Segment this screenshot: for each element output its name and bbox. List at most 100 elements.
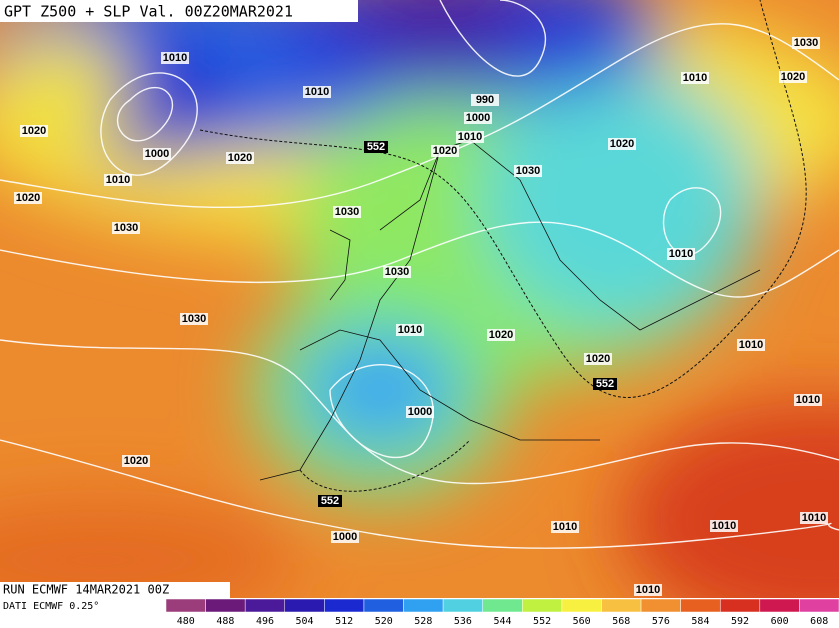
colorbar-tick-label: 592 [731, 616, 749, 627]
isobar-label: 1030 [385, 266, 409, 278]
isobar-label-background [464, 112, 492, 124]
isobar-label-background [456, 131, 484, 143]
isobar-label-background [333, 206, 361, 218]
isobar-label-background [800, 512, 828, 524]
isobar-label-background [112, 222, 140, 234]
isobar-label: 1010 [398, 324, 422, 336]
colorbar-tick-label: 584 [691, 616, 709, 627]
isobar-label: 1030 [794, 37, 818, 49]
contour-label-background [593, 378, 617, 390]
isobar-label-background [710, 520, 738, 532]
colorbar-tick-label: 504 [296, 616, 314, 627]
colorbar-tick-label: 608 [810, 616, 828, 627]
isobar-label-background [161, 52, 189, 64]
colorbar-tick-label: 536 [454, 616, 472, 627]
colorbar-tick-label: 568 [612, 616, 630, 627]
isobar-label-background [514, 165, 542, 177]
colorbar-tick-label: 544 [493, 616, 511, 627]
isobar-label-background [226, 152, 254, 164]
colorbar-swatch [680, 598, 721, 613]
colorbar-swatch [284, 598, 325, 613]
isobar-label-background [551, 521, 579, 533]
contour-label: 552 [367, 141, 385, 153]
isobar-label: 1020 [489, 329, 513, 341]
isobar-label-background [779, 71, 807, 83]
colorbar-swatch [601, 598, 642, 613]
isobar-label: 1010 [802, 512, 826, 524]
isobar-label-background [634, 584, 662, 596]
isobar-label: 1020 [16, 192, 40, 204]
title-background [0, 0, 358, 22]
colorbar-tick-label: 576 [652, 616, 670, 627]
contour-label-background [318, 495, 342, 507]
colorbar-swatch [719, 598, 761, 613]
colorbar-swatch [759, 598, 800, 613]
isobar-label: 1010 [683, 72, 707, 84]
data-source: DATI ECMWF 0.25° [3, 601, 99, 612]
isobar-label: 1020 [228, 152, 252, 164]
colorbar-tick-label: 480 [177, 616, 195, 627]
isobar-label: 1030 [335, 206, 359, 218]
colorbar-swatch [482, 598, 523, 613]
colorbar-tick-label: 520 [375, 616, 393, 627]
colorbar-swatch [324, 598, 365, 613]
isobar-label-background [487, 329, 515, 341]
isobar-label: 1010 [636, 584, 660, 596]
isobar-label-background [14, 192, 42, 204]
isobar-label-background [180, 313, 208, 325]
isobar-label-background [737, 339, 765, 351]
isobar-label-background [471, 94, 499, 106]
isobar-label: 1000 [408, 406, 432, 418]
isobar-label: 1020 [433, 145, 457, 157]
isobar-label-background [584, 353, 612, 365]
colorbar-tick-label: 496 [256, 616, 274, 627]
isobar-label: 990 [476, 94, 494, 106]
isobar-label: 1010 [739, 339, 763, 351]
isobar-label: 1020 [610, 138, 634, 150]
contour-label: 552 [596, 378, 614, 390]
isobar-label: 1020 [124, 455, 148, 467]
isobar-label-background [794, 394, 822, 406]
isobar-label-background [331, 531, 359, 543]
isobar-label-background [792, 37, 820, 49]
isobar-label-background [406, 406, 434, 418]
isobar-label: 1020 [781, 71, 805, 83]
colorbar-swatch [165, 598, 206, 613]
isobar-label-background [383, 266, 411, 278]
isobar-label: 1030 [114, 222, 138, 234]
contour-label-background [364, 141, 388, 153]
isobar-label: 1030 [516, 165, 540, 177]
isobar-label: 1010 [458, 131, 482, 143]
isobar-label: 1010 [669, 248, 693, 260]
isobar-label: 1030 [182, 313, 206, 325]
colorbar-tick-label: 488 [216, 616, 234, 627]
isobar-label: 1020 [22, 125, 46, 137]
contour-label: 552 [321, 495, 339, 507]
isobar-label-background [122, 455, 150, 467]
colorbar-tick-label: 600 [771, 616, 789, 627]
isobar-label-background [608, 138, 636, 150]
title: GPT Z500 + SLP Val. 00Z20MAR2021 [4, 3, 293, 21]
isobar-label: 1000 [145, 148, 169, 160]
isobar-label-background [396, 324, 424, 336]
colorbar-swatch [561, 598, 602, 613]
colorbar-tick-label: 552 [533, 616, 551, 627]
run-info: RUN ECMWF 14MAR2021 00Z [3, 583, 169, 597]
colorbar-swatch [205, 598, 246, 613]
isobar-label-background [20, 125, 48, 137]
isobar-label-background [681, 72, 709, 84]
isobar-label: 1010 [553, 521, 577, 533]
isobar-label-background [431, 145, 459, 157]
isobar-label: 1010 [305, 86, 329, 98]
isobar-label: 1010 [163, 52, 187, 64]
isobar-label-background [303, 86, 331, 98]
colorbar-swatch [403, 598, 444, 613]
colorbar-swatch [363, 598, 404, 613]
run-background [0, 582, 230, 598]
isobar-label: 1000 [466, 112, 490, 124]
colorbar-swatch [442, 598, 483, 613]
isobar-label: 1020 [586, 353, 610, 365]
colorbar-swatch [244, 598, 286, 613]
